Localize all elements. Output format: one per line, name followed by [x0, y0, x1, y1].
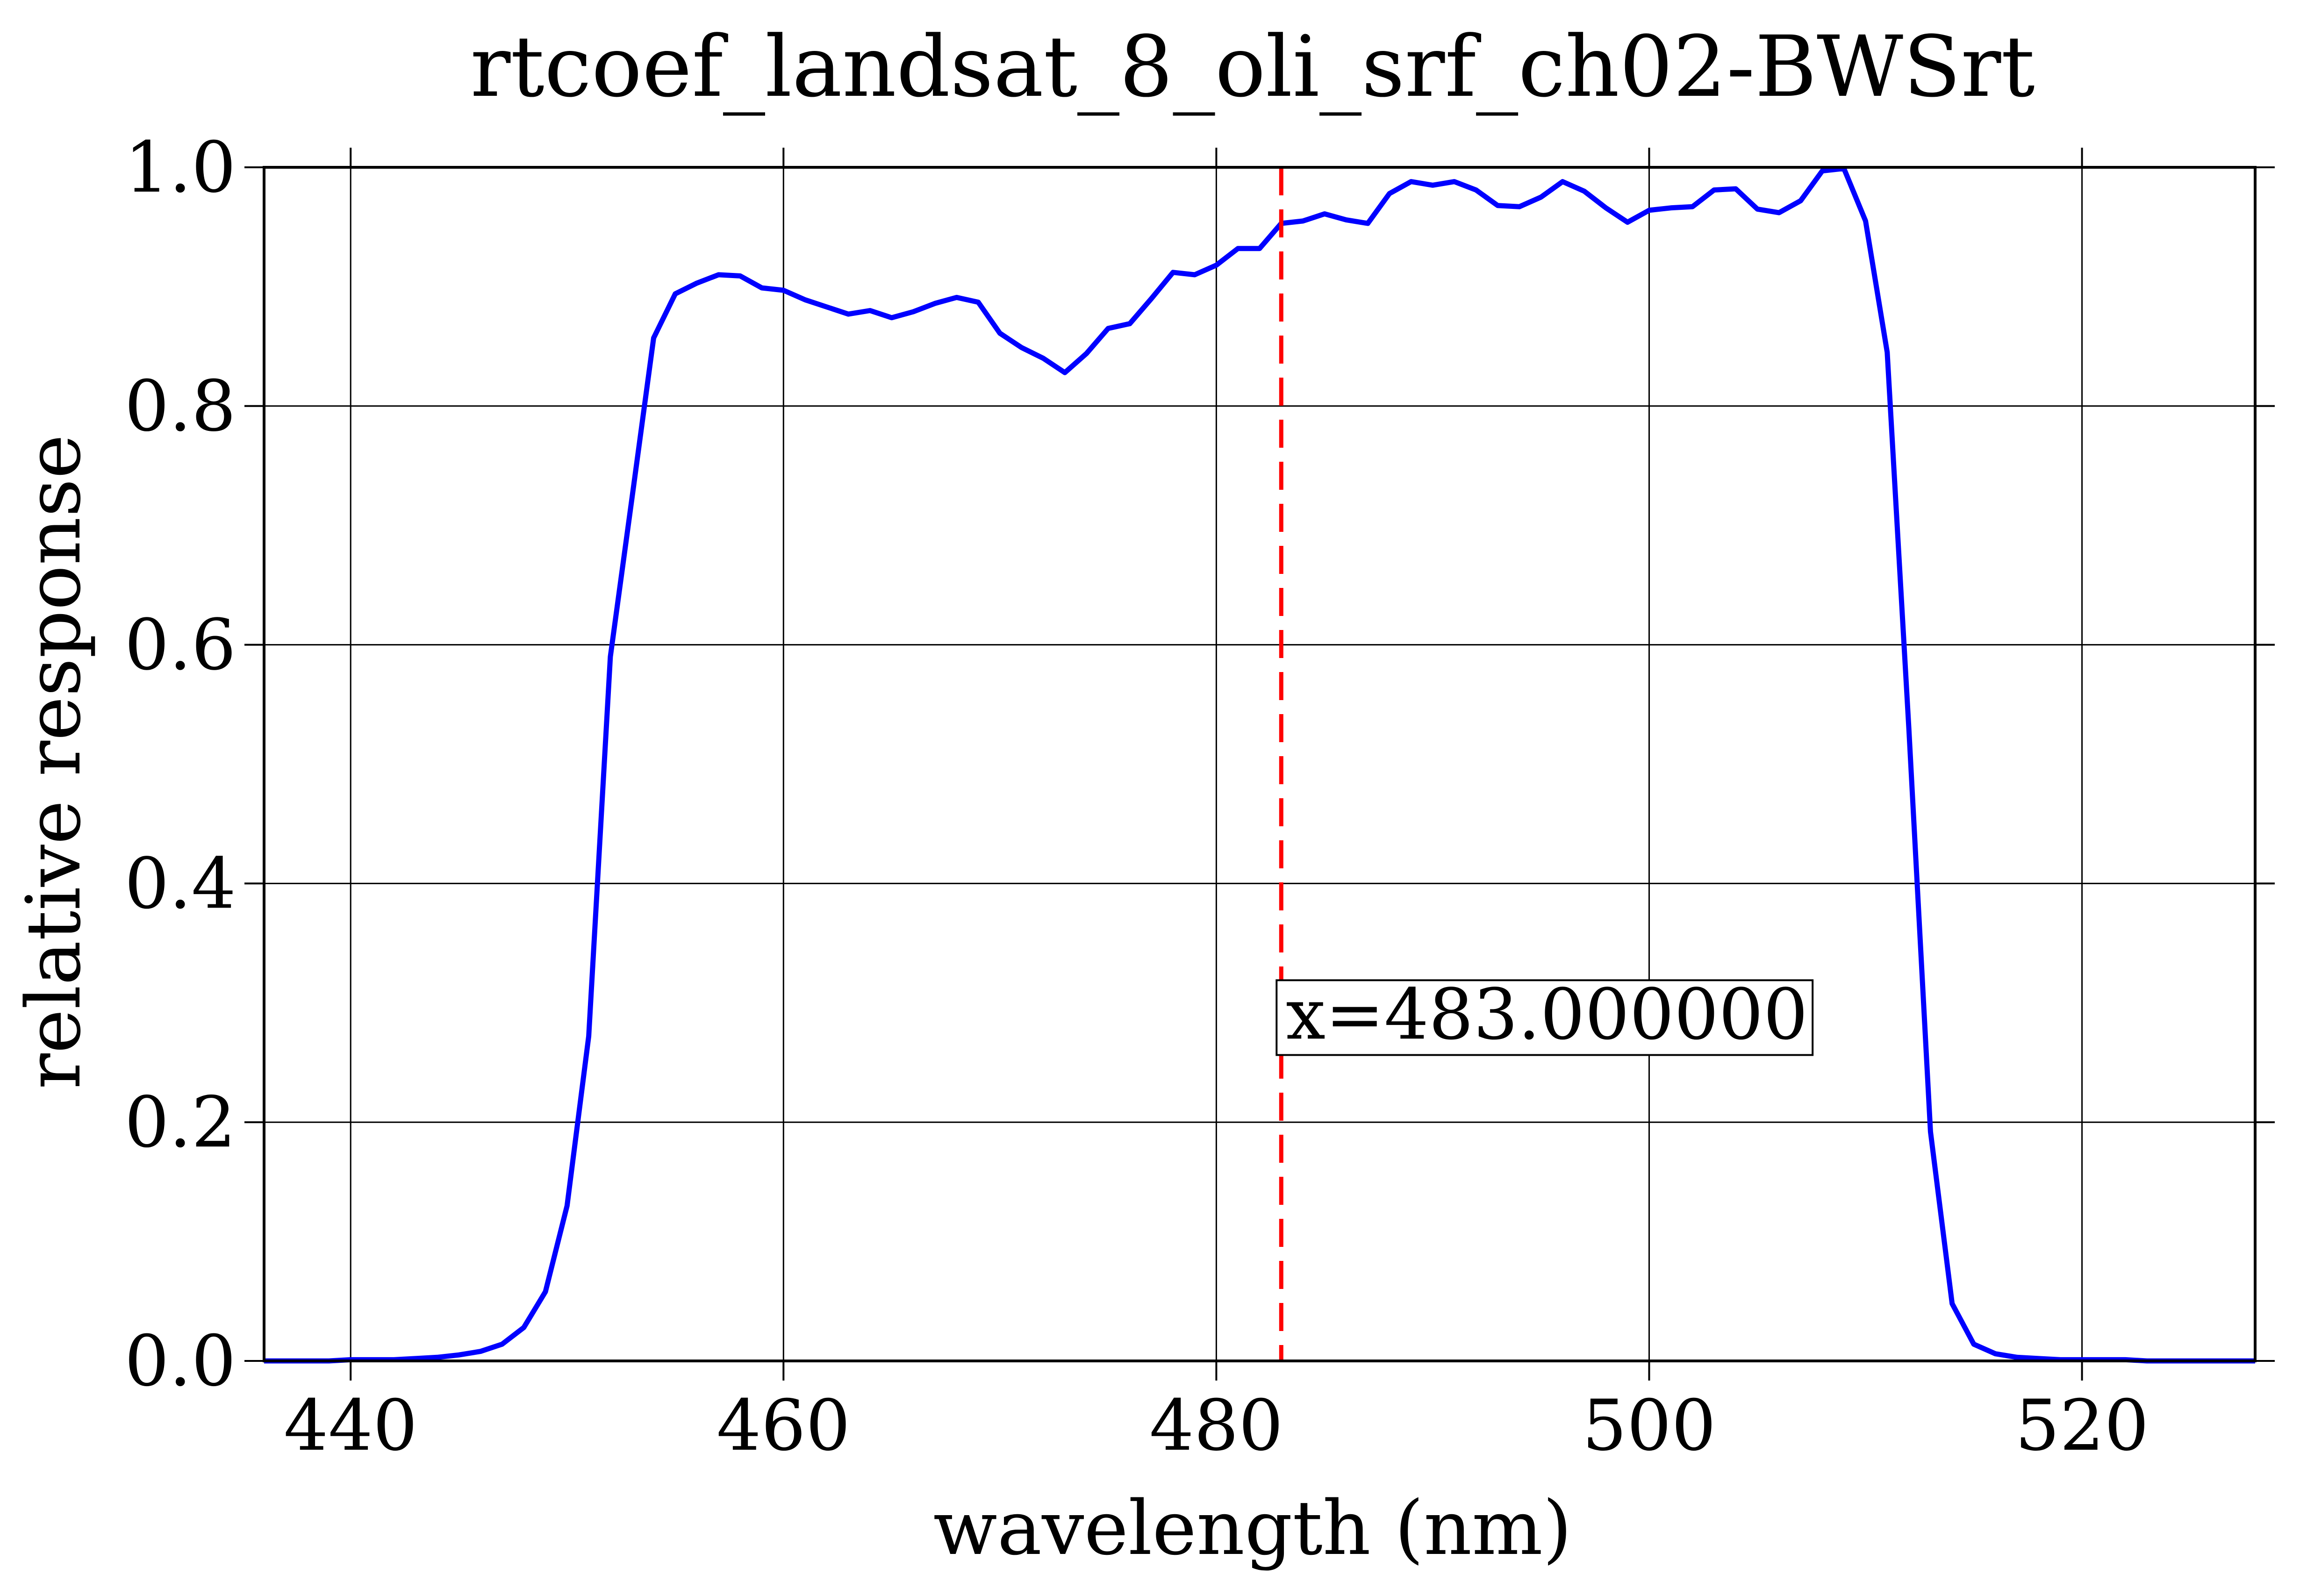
- x-tick-label: 480: [1149, 1385, 1283, 1467]
- x-tick-label: 460: [717, 1385, 850, 1467]
- chart-title: rtcoef_landsat_8_oli_srf_ch02-BWSrt: [470, 18, 2035, 116]
- x-tick-label: 500: [1582, 1385, 1716, 1467]
- plot-frame: [263, 166, 2257, 1362]
- series-layer: [264, 166, 2255, 1364]
- x-tick-label: 440: [284, 1385, 417, 1467]
- axis-ticks: [244, 148, 2275, 1381]
- annotation-text: x=483.000000: [1286, 974, 1808, 1055]
- series-line: [264, 166, 2255, 1364]
- x-axis-label: wavelength (nm): [933, 1484, 1572, 1572]
- y-tick-label: 0.6: [124, 605, 236, 686]
- annotation-box: x=483.000000: [1275, 974, 1814, 1056]
- y-tick-label: 0.0: [124, 1321, 236, 1402]
- x-tick-label: 520: [2015, 1385, 2149, 1467]
- x-tick-labels: 440 460 480 500 520: [284, 1385, 2149, 1467]
- y-tick-label: 1.0: [124, 127, 236, 208]
- y-tick-labels: 0.0 0.2 0.4 0.6 0.8 1.0: [124, 127, 236, 1402]
- y-tick-label: 0.4: [124, 843, 236, 924]
- annotation-frame: [1275, 979, 1814, 1056]
- y-tick-label: 0.2: [124, 1082, 236, 1163]
- y-axis-label: relative response: [10, 434, 97, 1089]
- y-tick-label: 0.8: [124, 366, 236, 447]
